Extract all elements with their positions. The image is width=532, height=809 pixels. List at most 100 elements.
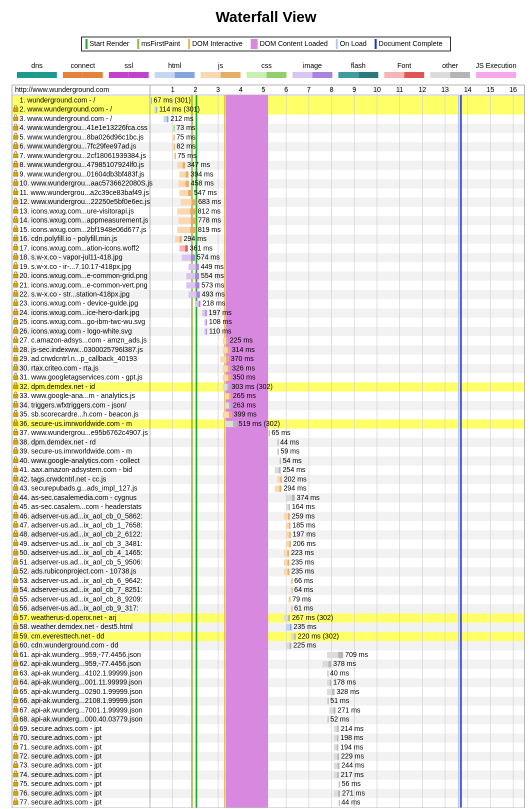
request-label: 15. icons.wxug.com...2bf1948e06d677.js — [20, 227, 147, 234]
row-background — [12, 789, 524, 799]
lock-icon — [13, 384, 19, 390]
request-label: 7. www.wundergrou...2cf18061939384.js — [20, 153, 147, 160]
lock-shackle — [14, 742, 18, 746]
row-background — [12, 197, 524, 207]
lock-icon — [13, 163, 19, 168]
request-time: 51 ms — [330, 698, 350, 705]
request-label: 2. www.wunderground.com - / — [20, 107, 113, 114]
request-time: 65 ms — [271, 430, 291, 437]
lock-icon — [13, 754, 19, 759]
lock-shackle — [14, 151, 18, 155]
lock-shackle — [14, 317, 18, 321]
request-bar-download — [289, 596, 291, 603]
request-time: 573 ms — [201, 282, 224, 289]
lock-shackle — [14, 188, 18, 192]
request-time: 66 ms — [294, 578, 314, 585]
request-bar-download — [333, 707, 336, 714]
request-bar-download — [156, 106, 158, 113]
row-background — [12, 123, 524, 133]
lock-icon — [13, 763, 19, 768]
request-bar-download — [337, 753, 340, 760]
request-bar — [283, 513, 290, 520]
request-bar-download — [327, 670, 329, 677]
marker-label: msFirstPaint — [141, 41, 180, 48]
row-background — [12, 585, 524, 595]
request-bar-download — [289, 541, 291, 548]
lock-icon — [13, 218, 19, 223]
lock-icon — [13, 782, 19, 787]
request-label: 76. secure.adnxs.com - jpt — [20, 790, 102, 797]
lock-shackle — [14, 631, 18, 635]
request-label: 74. secure.adnxs.com - jpt — [20, 772, 102, 779]
lock-icon — [13, 634, 19, 639]
lock-icon — [13, 209, 19, 214]
request-bar — [268, 430, 270, 437]
page-title: Waterfall View — [216, 9, 317, 26]
legend-swatch — [450, 72, 471, 78]
request-label: 58. weather.demdex.net - dest5.html — [20, 624, 134, 631]
request-time: 554 ms — [201, 273, 224, 280]
row-background — [12, 447, 524, 457]
request-bar — [178, 217, 197, 224]
row-background — [12, 724, 524, 734]
request-label: 28. js-sec.indexww...0300025796l387.js — [20, 347, 144, 354]
request-time: 56 ms — [342, 781, 362, 788]
request-bar — [222, 383, 230, 391]
request-time: 574 ms — [197, 255, 220, 262]
legend-label: css — [261, 63, 272, 70]
row-background — [12, 151, 524, 161]
request-bar — [224, 393, 231, 400]
request-label: 44. as-sec.casalemedia.com - cygnus — [20, 495, 138, 502]
request-label: 75. secure.adnxs.com - jpt — [20, 781, 102, 788]
lock-icon — [13, 264, 19, 269]
lock-icon — [13, 283, 19, 288]
row-background — [12, 216, 524, 226]
row-background — [12, 604, 524, 614]
row-background — [12, 493, 524, 503]
request-time: 378 ms — [333, 661, 356, 668]
lock-shackle — [14, 419, 18, 423]
request-bar-download — [277, 439, 279, 446]
request-label: 12. www.wundergrou...22250e5bf0e6ec.js — [20, 199, 151, 206]
row-background — [12, 594, 524, 605]
legend-swatch — [82, 72, 103, 78]
request-time: 40 ms — [330, 670, 350, 677]
lock-shackle — [14, 373, 18, 376]
row-background — [12, 206, 524, 217]
request-label: 43. securepubads.g...ads_impl_127.js — [20, 486, 138, 493]
marker-label: On Load — [340, 41, 367, 48]
x-tick-label: 5 — [262, 87, 266, 94]
request-time: 197 ms — [293, 532, 316, 539]
request-label: 5. www.wundergrou...8ba026d96c1bc.js — [20, 134, 145, 141]
request-label: 4. www.wundergrou...41e1e13226fca.css — [20, 125, 149, 132]
lock-shackle — [14, 798, 18, 801]
request-bar — [224, 402, 231, 409]
lock-shackle — [14, 622, 18, 626]
lock-icon — [13, 504, 19, 510]
row-background — [12, 650, 524, 660]
request-bar-download — [292, 494, 295, 502]
request-time: 326 ms — [232, 365, 255, 372]
row-background — [12, 345, 524, 355]
legend-swatch — [174, 72, 195, 78]
row-background — [12, 668, 524, 679]
lock-shackle — [14, 733, 18, 737]
lock-icon — [13, 689, 19, 694]
request-label: 70. secure.adnxs.com - jpt — [20, 735, 102, 742]
request-label: 66. api-ak.wunderg...2108.1.99999.json — [20, 698, 143, 705]
request-bar-download — [287, 550, 289, 557]
lock-icon — [13, 615, 19, 621]
row-background — [12, 169, 524, 180]
request-time: 812 ms — [198, 208, 221, 215]
request-bar-download — [279, 485, 282, 492]
row-background — [12, 419, 524, 429]
request-bar-download — [226, 356, 229, 363]
request-label: 60. cdn.wunderground.com - dd — [20, 643, 119, 650]
request-label: 30. rtax.criteo.com - rta.js — [20, 365, 99, 372]
lock-icon — [13, 375, 19, 380]
request-label: 47. adserver-us.ad...ix_aol_cb_1_7658: — [20, 523, 143, 530]
lock-shackle — [14, 234, 18, 238]
row-background — [12, 548, 524, 558]
request-bar-download — [294, 633, 296, 640]
